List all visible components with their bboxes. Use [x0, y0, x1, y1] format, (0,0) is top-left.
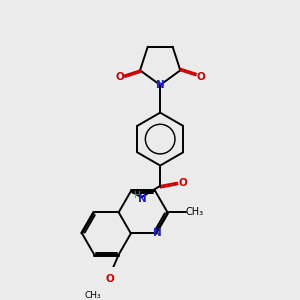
Text: N: N — [156, 80, 164, 90]
Text: O: O — [105, 274, 114, 284]
Text: N: N — [152, 229, 161, 238]
Text: O: O — [178, 178, 187, 188]
Text: CH₃: CH₃ — [85, 291, 101, 300]
Text: N: N — [138, 194, 147, 203]
Text: H: H — [133, 191, 140, 200]
Text: O: O — [115, 72, 124, 82]
Text: O: O — [196, 72, 205, 82]
Text: CH₃: CH₃ — [186, 207, 204, 217]
